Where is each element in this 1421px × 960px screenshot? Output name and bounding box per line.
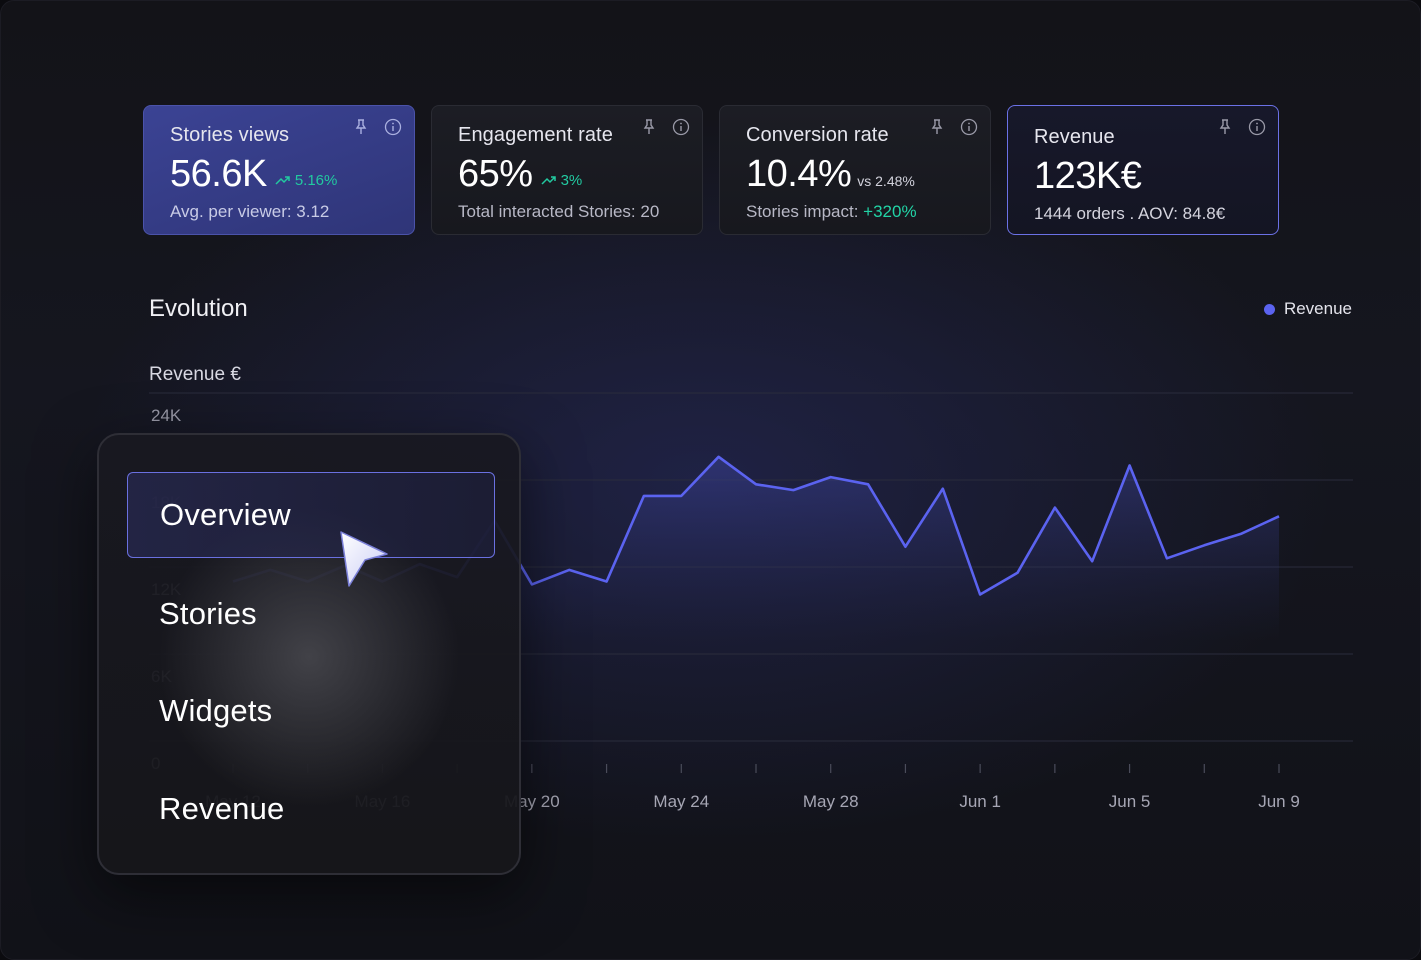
kpi-subtext: Total interacted Stories: 20 — [458, 202, 660, 221]
y-tick-label: 24K — [151, 406, 182, 425]
kpi-card-revenue[interactable]: Revenue 123K€ 1444 orders . AOV: 84.8€ — [1007, 105, 1279, 235]
chart-legend[interactable]: Revenue — [1263, 299, 1352, 319]
kpi-trend-value: 5.16% — [294, 171, 338, 189]
navigation-menu: Overview Stories Widgets Revenue — [97, 433, 521, 875]
pin-icon[interactable] — [1216, 118, 1234, 136]
menu-item-widgets[interactable]: Widgets — [127, 668, 495, 754]
legend-label: Revenue — [1283, 299, 1352, 318]
info-icon[interactable] — [960, 118, 978, 136]
info-icon[interactable] — [1248, 118, 1266, 136]
kpi-subtext: 1444 orders . AOV: 84.8€ — [1034, 204, 1226, 223]
kpi-trend-value: 3% — [560, 171, 583, 189]
kpi-subtext: Avg. per viewer: 3.12 — [170, 202, 330, 221]
kpi-card-conversion-rate[interactable]: Conversion rate 10.4% vs 2.48% Stories i… — [719, 105, 991, 235]
info-icon[interactable] — [672, 118, 690, 136]
kpi-title: Engagement rate — [458, 124, 613, 146]
menu-item-overview[interactable]: Overview — [127, 472, 495, 558]
pointer-cursor-icon — [340, 531, 388, 587]
menu-item-revenue[interactable]: Revenue — [127, 766, 495, 852]
kpi-title: Revenue — [1034, 126, 1115, 148]
x-tick-label: Jun 1 — [959, 792, 1001, 811]
kpi-value: 10.4% — [746, 153, 852, 195]
x-tick-label: May 24 — [653, 792, 709, 811]
x-tick-label: Jun 9 — [1258, 792, 1300, 811]
kpi-card-engagement-rate[interactable]: Engagement rate 65% 3% Total interacted … — [431, 105, 703, 235]
kpi-trend: 3% — [541, 171, 583, 189]
kpi-trend: 5.16% — [275, 171, 338, 189]
menu-item-label: Widgets — [159, 693, 273, 728]
trend-up-icon — [541, 176, 556, 185]
kpi-value: 56.6K — [170, 153, 267, 195]
kpi-value: 123K€ — [1034, 155, 1142, 197]
menu-item-label: Stories — [159, 596, 257, 631]
pin-icon[interactable] — [640, 118, 658, 136]
menu-item-label: Revenue — [159, 791, 285, 826]
pin-icon[interactable] — [928, 118, 946, 136]
x-tick-label: Jun 5 — [1109, 792, 1151, 811]
menu-item-label: Overview — [160, 497, 291, 532]
chart-title: Evolution — [149, 295, 248, 322]
kpi-value: 65% — [458, 153, 533, 195]
y-axis-label: Revenue € — [149, 364, 241, 385]
kpi-subtext: Stories impact: +320% — [746, 202, 964, 222]
pin-icon[interactable] — [352, 118, 370, 136]
trend-up-icon — [275, 176, 290, 185]
x-tick-label: May 28 — [803, 792, 859, 811]
kpi-card-stories-views[interactable]: Stories views 56.6K 5.16% Avg. per viewe… — [143, 105, 415, 235]
info-icon[interactable] — [384, 118, 402, 136]
kpi-subtext-label: Stories impact: — [746, 202, 864, 221]
kpi-title: Stories views — [170, 124, 290, 146]
menu-item-stories[interactable]: Stories — [127, 571, 495, 657]
legend-dot-icon — [1263, 303, 1275, 315]
kpi-subtext-highlight: +320% — [863, 202, 917, 221]
kpi-title: Conversion rate — [746, 124, 889, 146]
kpi-comparison: vs 2.48% — [857, 173, 915, 189]
